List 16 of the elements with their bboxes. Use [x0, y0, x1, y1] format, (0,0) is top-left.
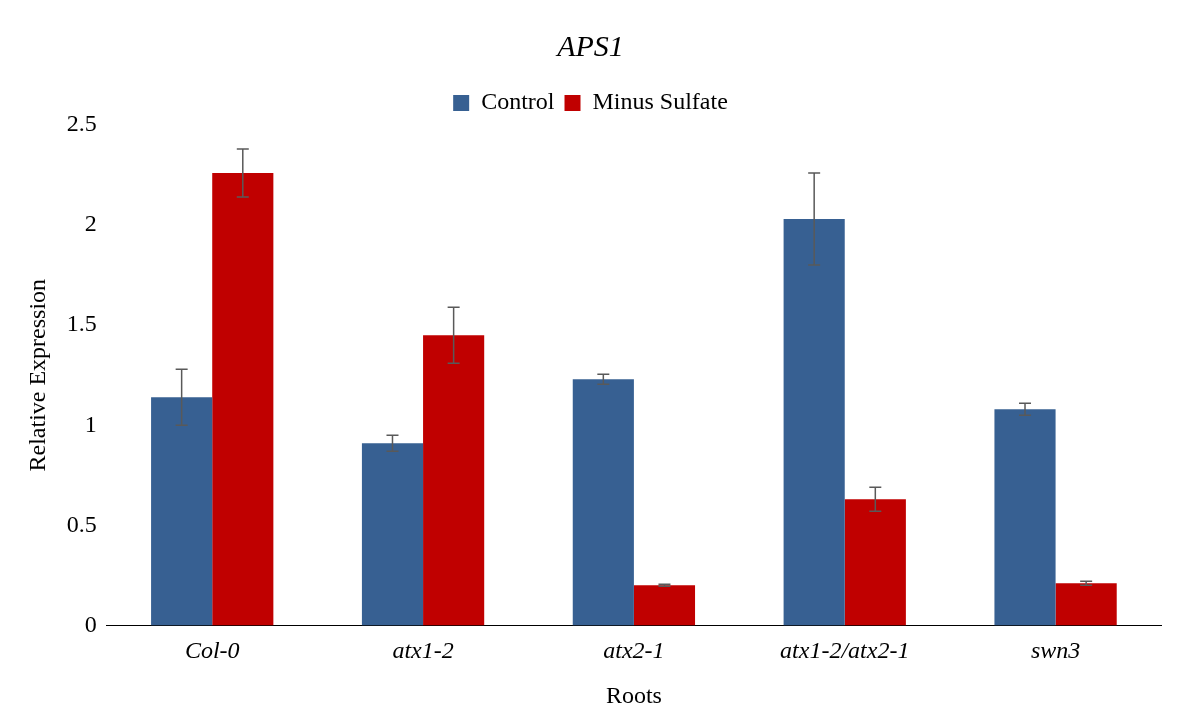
y-tick-label: 1.5	[66, 310, 97, 337]
x-tick-label: atx1-2/atx2-1	[780, 637, 910, 664]
x-tick-label: Col-0	[184, 637, 240, 664]
x-tick-label: atx2-1	[603, 637, 665, 664]
x-axis-title: Roots	[605, 681, 662, 708]
chart-title: APS1	[555, 28, 624, 62]
y-axis-title: Relative Expression	[23, 278, 50, 472]
y-tick-label: 0.5	[66, 510, 97, 537]
legend-label: Minus Sulfate	[592, 88, 728, 115]
y-tick-label: 2.5	[66, 110, 97, 137]
x-tick-label: swn3	[1030, 637, 1081, 664]
y-tick-label: 0	[84, 610, 97, 637]
y-tick-label: 2	[84, 210, 97, 237]
y-tick-label: 1	[84, 410, 97, 437]
legend-label: Control	[481, 88, 555, 115]
x-tick-label: atx1-2	[392, 637, 454, 664]
